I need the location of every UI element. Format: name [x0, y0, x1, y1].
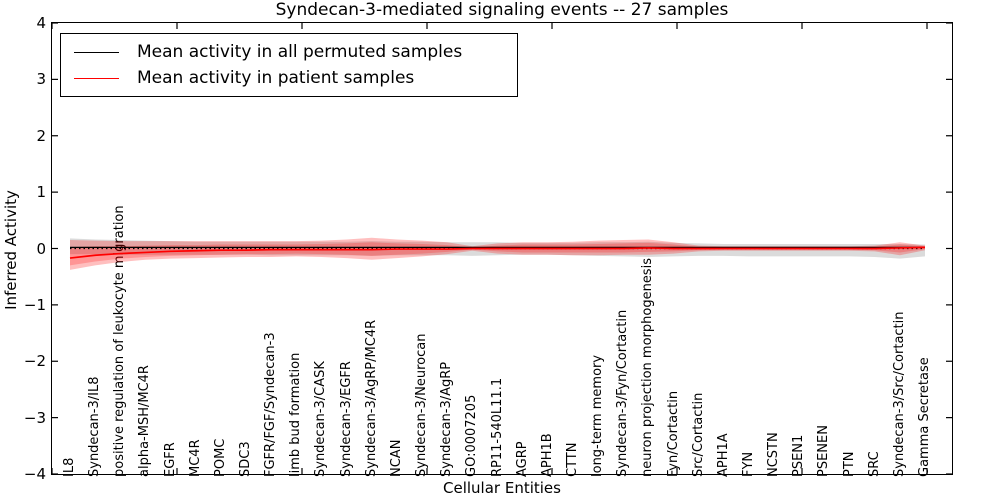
y-tick-label: 2: [36, 126, 46, 145]
chart-title: Syndecan-3-mediated signaling events -- …: [275, 0, 729, 20]
y-tick-label: −3: [23, 408, 46, 427]
y-tick-label: −2: [23, 352, 46, 371]
y-tick-label: 3: [36, 70, 46, 89]
legend-entry-permuted: Mean activity in all permuted samples: [61, 40, 517, 66]
y-tick-label: 0: [36, 239, 46, 258]
x-axis-label: Cellular Entities: [443, 479, 561, 497]
y-tick-label: −4: [23, 465, 46, 483]
y-tick-label: 1: [36, 183, 46, 202]
plot-area: [51, 22, 953, 475]
y-tick-label: −1: [23, 295, 46, 314]
legend: Mean activity in all permuted samples Me…: [60, 33, 518, 97]
plot-canvas: [52, 23, 952, 474]
legend-entry-patient: Mean activity in patient samples: [61, 66, 517, 92]
patient-mean-line: [69, 246, 926, 259]
legend-label: Mean activity in all permuted samples: [137, 42, 463, 62]
y-tick-label: 4: [36, 14, 46, 32]
patient-samples-std-band-outer: [70, 237, 925, 270]
patient-line-swatch: [74, 78, 119, 79]
permuted-line-swatch: [74, 52, 119, 53]
legend-label: Mean activity in patient samples: [137, 68, 415, 88]
